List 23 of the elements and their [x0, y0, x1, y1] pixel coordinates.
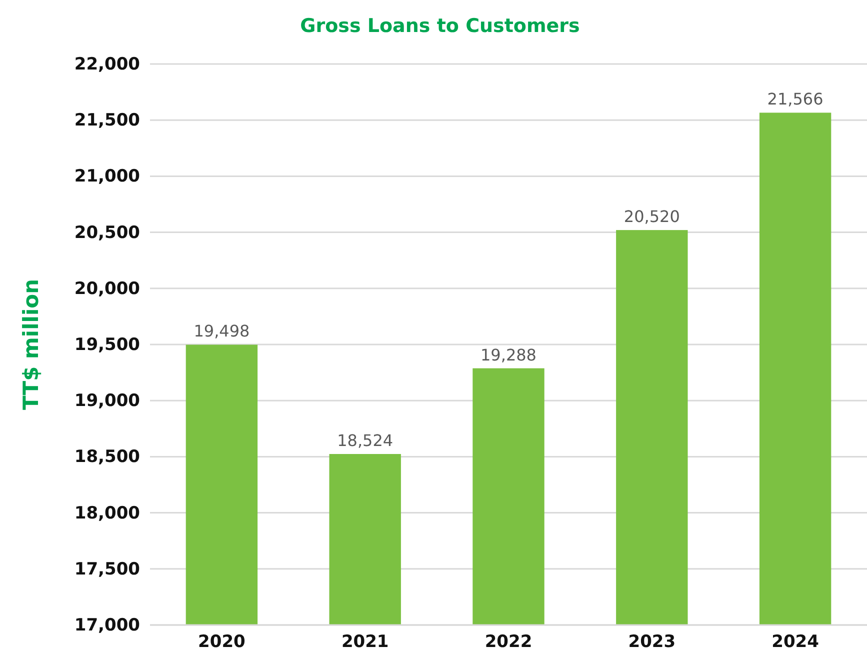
data-label: 21,566 [767, 90, 824, 109]
y-tick-label: 19,500 [74, 334, 140, 355]
y-tick-label: 22,000 [74, 54, 140, 74]
x-tick-label: 2021 [341, 632, 389, 652]
y-tick-label: 18,500 [74, 447, 140, 468]
x-tick-label: 2023 [628, 632, 676, 652]
y-tick-label: 17,500 [74, 559, 140, 580]
y-tick-label: 21,000 [74, 166, 140, 187]
y-tick-label: 21,500 [74, 110, 140, 131]
x-tick-label: 2022 [484, 632, 532, 652]
y-tick-label: 19,000 [74, 391, 140, 412]
x-tick-label: 2024 [772, 632, 820, 652]
y-tick-label: 20,500 [74, 222, 140, 243]
y-axis-title: TT$ million [19, 278, 43, 410]
y-tick-label: 17,000 [74, 615, 140, 636]
chart-title: Gross Loans to Customers [300, 15, 580, 37]
y-tick-label: 20,000 [74, 278, 140, 299]
data-label: 19,288 [480, 345, 536, 364]
x-tick-label: 2020 [198, 632, 246, 652]
y-tick-label: 18,000 [74, 503, 140, 524]
data-label: 18,524 [337, 431, 394, 450]
data-label: 19,498 [194, 322, 250, 341]
data-label: 20,520 [624, 207, 680, 226]
